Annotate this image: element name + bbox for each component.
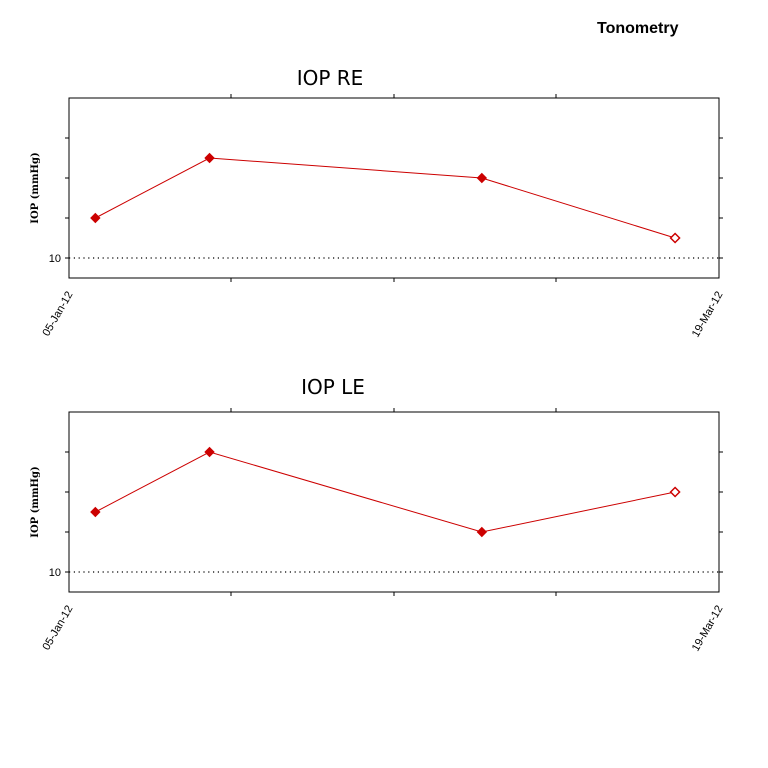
data-point <box>204 446 215 458</box>
series-line <box>95 451 676 533</box>
series-line <box>95 157 676 239</box>
data-point <box>90 212 101 224</box>
y-axis-label: IOP (mmHg) <box>30 466 41 537</box>
x-tick-label: 19-Mar-12 <box>690 604 726 654</box>
y-axis-label: IOP (mmHg) <box>30 152 41 223</box>
data-point <box>204 152 215 164</box>
chart-marks: 10 05-Jan-12 19-Mar-12 <box>40 94 726 340</box>
data-point-open <box>669 232 681 244</box>
chart-title: IOP RE <box>297 66 364 90</box>
chart-marks: 10 05-Jan-12 19-Mar-12 <box>40 408 726 654</box>
x-tick-label: 19-Mar-12 <box>690 290 726 340</box>
x-tick-label: 05-Jan-12 <box>40 290 75 339</box>
plot-frame <box>68 411 720 593</box>
chart-iop-re: IOP RE IOP (mmHg) 10 05-Jan-12 19-Mar-12 <box>30 66 726 340</box>
chart-iop-le: IOP LE IOP (mmHg) 10 05-Jan-12 19-Mar-12 <box>30 375 726 654</box>
data-point <box>90 506 101 518</box>
x-tick-label: 05-Jan-12 <box>40 604 75 653</box>
page-title: Tonometry <box>597 20 679 37</box>
data-point <box>476 526 488 538</box>
data-point <box>476 172 488 184</box>
plot-frame <box>68 97 720 279</box>
y-tick-label: 10 <box>49 567 61 579</box>
chart-title: IOP LE <box>301 375 365 399</box>
data-point-open <box>669 486 681 498</box>
y-tick-label: 10 <box>49 253 61 265</box>
